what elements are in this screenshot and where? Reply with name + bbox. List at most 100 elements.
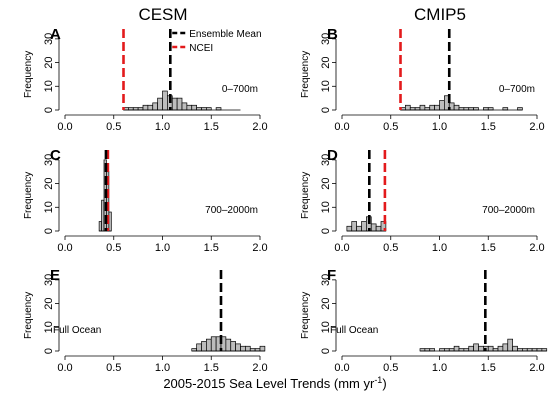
histogram-bar <box>429 348 435 352</box>
histogram-bar <box>254 348 261 352</box>
y-tick-label: 30 <box>320 274 332 286</box>
panel-c: C 0 10 20 30 Frequency 0.0 0.5 1.0 1.5 2.0 700–2000… <box>23 147 268 254</box>
y-axis-label: Frequency <box>300 172 311 219</box>
y-tick-label: 10 <box>43 321 55 333</box>
histogram-bar <box>512 345 518 352</box>
panel-letter: A <box>50 26 61 43</box>
x-tick-label: 0.0 <box>57 362 72 374</box>
y-tick-label: 0 <box>43 228 55 234</box>
histogram-bar <box>492 348 499 352</box>
histogram-bar <box>522 348 528 352</box>
x-tick-label: 0.5 <box>383 362 398 374</box>
histogram-bar <box>191 104 197 111</box>
histogram-bar <box>419 104 426 111</box>
histogram-bar <box>128 107 134 111</box>
histogram-bar <box>458 348 465 352</box>
histogram-bar <box>240 345 246 352</box>
y-tick-label: 10 <box>43 201 55 213</box>
histogram-bar <box>206 338 212 352</box>
x-tick-label: 0.5 <box>106 121 121 133</box>
histogram-bar <box>215 107 222 111</box>
histogram-bar <box>424 107 431 111</box>
histogram-bar <box>483 107 489 111</box>
y-tick-label: 20 <box>320 56 332 68</box>
x-tick-label: 1.0 <box>155 121 170 133</box>
x-tick-label: 2.0 <box>252 362 267 374</box>
x-tick-label: 1.5 <box>481 121 496 133</box>
x-tick-label: 2.0 <box>529 121 544 133</box>
histogram-bar <box>225 338 232 352</box>
histogram-bar <box>259 345 266 352</box>
histogram-bar <box>419 348 426 352</box>
x-axis-label: 2005-2015 Sea Level Trends (mm yr-1) <box>163 375 386 391</box>
x-tick-label: 2.0 <box>529 362 544 374</box>
histogram-bar <box>230 341 236 352</box>
x-axis-label-sup: -1 <box>374 375 382 385</box>
histogram-bar <box>157 97 163 111</box>
x-tick-label: 1.0 <box>432 242 447 254</box>
histogram-bar <box>356 225 362 232</box>
y-tick-label: 0 <box>320 228 332 234</box>
histogram-bar <box>137 107 144 111</box>
histogram-bar <box>152 102 158 111</box>
histogram-bar <box>439 100 445 111</box>
histogram-bar <box>101 199 105 232</box>
x-tick-label: 2.0 <box>529 242 544 254</box>
y-tick-label: 20 <box>43 297 55 309</box>
histogram-bar <box>181 102 188 111</box>
legend-label: NCEI <box>189 43 213 54</box>
histogram-bar <box>414 107 421 111</box>
y-tick-label: 0 <box>320 107 332 113</box>
x-tick-label: 1.5 <box>481 242 496 254</box>
histogram-bar <box>517 348 523 352</box>
y-axis-label: Frequency <box>300 292 311 339</box>
histogram-bar <box>424 348 431 352</box>
y-tick-label: 10 <box>320 80 332 92</box>
y-axis-label: Frequency <box>300 51 311 98</box>
x-tick-label: 2.0 <box>252 121 267 133</box>
panels: A 0 10 20 30 Frequency 0.0 0.5 1.0 1.5 2.0 0–700m En… <box>23 26 548 374</box>
histogram-bar <box>502 107 509 111</box>
y-tick-label: 30 <box>320 154 332 166</box>
y-tick-label: 20 <box>320 297 332 309</box>
x-tick-label: 1.5 <box>204 362 219 374</box>
histogram-bar <box>497 345 504 352</box>
panel-annotation: Full Ocean <box>53 325 101 336</box>
histogram-bar <box>370 223 377 232</box>
panel-a: A 0 10 20 30 Frequency 0.0 0.5 1.0 1.5 2.0 0–700m En… <box>23 26 268 133</box>
histogram-bar <box>463 107 470 111</box>
x-axis-label-end: ) <box>382 376 386 391</box>
col-title-cmip5: CMIP5 <box>414 5 466 24</box>
histogram-bar <box>235 343 241 352</box>
y-tick-label: 30 <box>43 274 55 286</box>
histogram-bar <box>429 104 435 111</box>
histogram-bar <box>531 348 538 352</box>
histogram-bar <box>487 345 494 352</box>
histogram-bar <box>210 336 217 352</box>
panel-letter: C <box>50 147 61 164</box>
x-tick-label: 0.0 <box>57 121 72 133</box>
y-tick-label: 30 <box>43 33 55 45</box>
histogram-bar <box>478 345 484 352</box>
panel-annotation: 700–2000m <box>205 205 258 216</box>
x-tick-label: 0.0 <box>334 362 349 374</box>
panel-letter: D <box>327 147 338 164</box>
x-tick-label: 0.5 <box>383 242 398 254</box>
histogram-bar <box>453 345 460 352</box>
x-tick-label: 0.0 <box>57 242 72 254</box>
x-axis-label-main: 2005-2015 Sea Level Trends (mm yr <box>163 376 375 391</box>
histogram-bar <box>206 107 212 111</box>
histogram-bar <box>448 348 455 352</box>
y-tick-label: 30 <box>320 33 332 45</box>
histogram-bar <box>361 221 367 232</box>
x-tick-label: 2.0 <box>252 242 267 254</box>
histogram-bar <box>473 107 479 111</box>
histogram-bar <box>98 221 102 232</box>
panel-annotation: 0–700m <box>222 84 258 95</box>
x-tick-label: 0.0 <box>334 242 349 254</box>
histogram-bar <box>409 107 416 111</box>
panel-annotation: Full Ocean <box>330 325 378 336</box>
x-tick-label: 1.0 <box>432 121 447 133</box>
histogram-bar <box>201 107 207 111</box>
y-axis-label: Frequency <box>23 51 34 98</box>
